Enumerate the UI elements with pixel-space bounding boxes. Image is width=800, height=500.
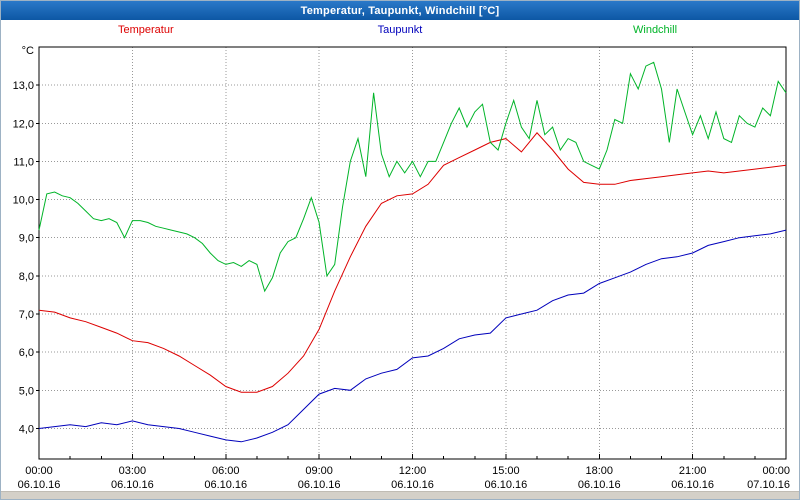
x-tick-date: 06.10.16	[578, 479, 621, 491]
x-tick-date: 06.10.16	[671, 479, 714, 491]
x-tick-time: 03:00	[119, 465, 147, 477]
x-tick-date: 06.10.16	[204, 479, 247, 491]
y-tick-label: 4,0	[19, 423, 34, 435]
y-tick-label: 8,0	[19, 271, 34, 283]
y-tick-label: 6,0	[19, 347, 34, 359]
series-windchill	[38, 61, 787, 293]
y-tick-label: 10,0	[13, 195, 34, 207]
y-tick-label: 11,0	[13, 156, 34, 168]
y-tick-label: 12,0	[13, 118, 34, 130]
window-title: Temperatur, Taupunkt, Windchill [°C]	[300, 4, 500, 17]
y-axis-unit: °C	[22, 45, 34, 57]
legend-windchill: Windchill	[633, 24, 678, 36]
x-tick-date: 06.10.16	[18, 479, 61, 491]
x-tick-date: 06.10.16	[484, 479, 527, 491]
x-tick-time: 09:00	[305, 465, 333, 477]
x-tick-date: 06.10.16	[111, 479, 154, 491]
x-tick-date: 06.10.16	[391, 479, 434, 491]
title-bar: Temperatur, Taupunkt, Windchill [°C]	[1, 1, 799, 20]
chart-canvas: 4,0 5,0 6,0 7,0 8,0 9,0 10,0 11,0 12,0 13,0 °C 00:0…	[13, 45, 790, 491]
legend-taupunkt: Taupunkt	[377, 24, 423, 36]
y-tick-label: 9,0	[19, 233, 34, 245]
chart-legend: Temperatur Taupunkt Windchill	[1, 20, 799, 41]
plot-border	[38, 46, 787, 460]
legend-temperatur: Temperatur	[118, 24, 174, 36]
y-tick-label: 5,0	[19, 385, 34, 397]
x-tick-time: 12:00	[399, 465, 427, 477]
x-tick-time: 00:00	[25, 465, 53, 477]
x-tick-time: 06:00	[212, 465, 240, 477]
bottom-strip	[1, 491, 799, 499]
x-tick-time: 18:00	[585, 465, 613, 477]
x-tick-time: 21:00	[679, 465, 707, 477]
x-tick-date: 06.10.16	[298, 479, 341, 491]
x-tick-time: 00:00	[762, 465, 790, 477]
series-temperatur	[38, 132, 787, 393]
series-taupunkt	[38, 229, 787, 443]
y-tick-label: 13,0	[13, 80, 34, 92]
x-tick-date: 07.10.16	[747, 479, 790, 491]
x-tick-time: 15:00	[492, 465, 520, 477]
y-tick-label: 7,0	[19, 309, 34, 321]
